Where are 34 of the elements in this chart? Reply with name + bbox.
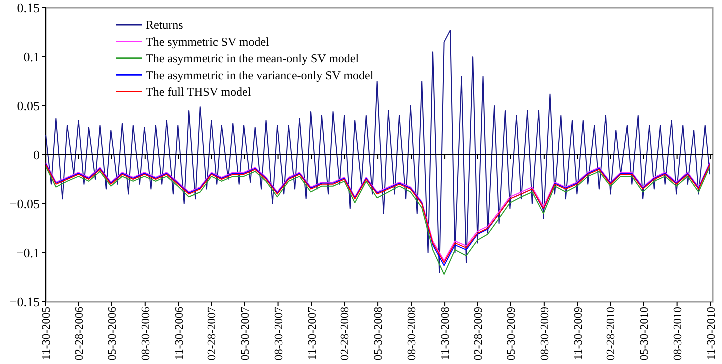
legend-label: The asymmetric in the variance-only SV model: [146, 68, 374, 82]
legend-label: The asymmetric in the mean-only SV model: [146, 52, 360, 66]
x-tick-label: 08-30-2006: [140, 306, 152, 361]
x-tick-label: 05-30-2008: [373, 306, 386, 361]
x-tick-label: 11-30-2006: [174, 306, 186, 360]
x-tick-label: 08-30-2008: [406, 306, 419, 361]
line-series: [46, 30, 711, 274]
y-tick-label: −0.05: [10, 196, 40, 212]
x-tick-label: 02-28-2007: [206, 306, 219, 361]
x-tick-label: 11-30-2007: [306, 306, 319, 360]
x-tick-label: 11-30-2008: [440, 306, 452, 360]
y-tick-label: 0: [34, 148, 40, 163]
x-tick-label: 02-28-2006: [74, 306, 86, 361]
x-tick-label: 08-30-2009: [539, 306, 552, 361]
legend-label: The symmetric SV model: [146, 34, 270, 49]
x-tick-label: 02-28-2010: [606, 306, 618, 361]
x-tick-label: 11-30-2009: [572, 306, 585, 360]
y-tick-label: −0.1: [16, 246, 40, 261]
x-tick-label: 11-30-2010: [706, 306, 718, 360]
y-tick-label: 0.15: [17, 0, 40, 16]
x-tick-label: 05-30-2006: [106, 306, 119, 361]
x-tick-label: 05-30-2007: [240, 306, 252, 361]
x-tick-label: 02-28-2008: [340, 306, 352, 361]
x-tick-label: 02-28-2009: [472, 306, 485, 361]
y-tick-label: 0.05: [17, 98, 40, 114]
x-tick-label: 11-30-2005: [41, 306, 54, 360]
x-tick-label: 05-30-2009: [506, 306, 518, 361]
x-tick-label: 08-30-2010: [672, 306, 684, 361]
y-tick-label: −0.15: [10, 294, 40, 310]
x-tick-label: 08-30-2007: [273, 306, 286, 361]
legend-label: Returns: [146, 18, 184, 32]
x-tick-label: 05-30-2010: [638, 306, 651, 361]
y-tick-label: 0.1: [24, 50, 40, 65]
legend-label: The full THSV model: [146, 85, 252, 99]
